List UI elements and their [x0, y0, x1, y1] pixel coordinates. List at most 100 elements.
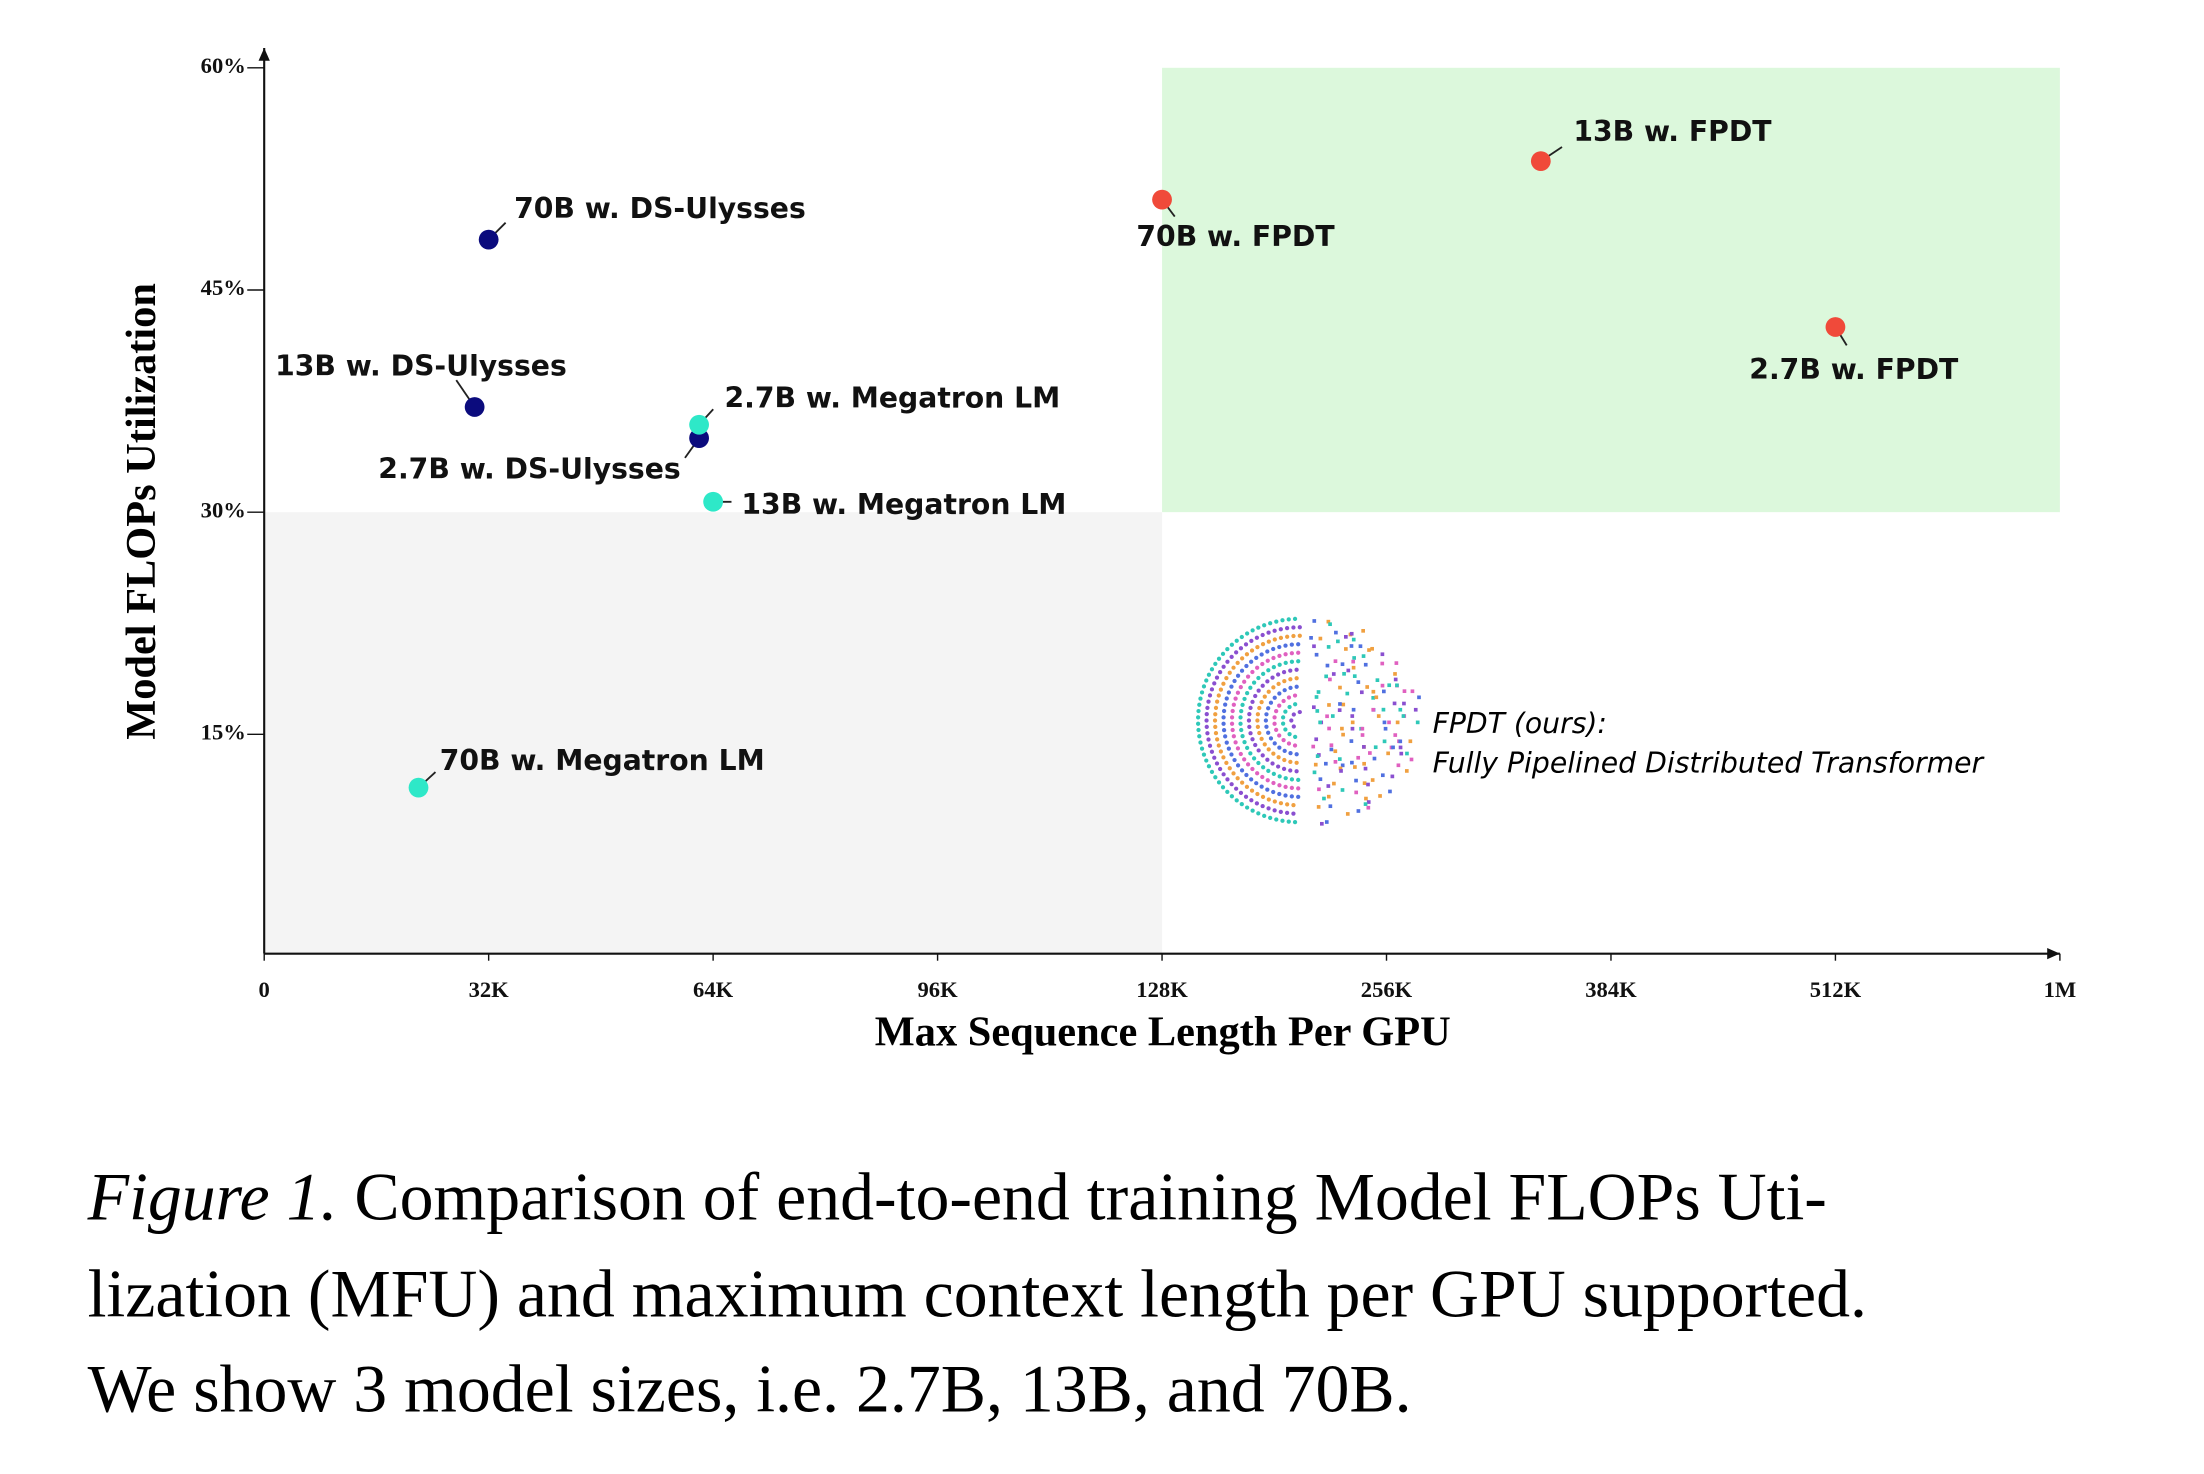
- logo-dot: [1274, 727, 1279, 733]
- logo-dot: [1233, 696, 1238, 701]
- logo-dot: [1280, 618, 1285, 623]
- logo-dot: [1225, 659, 1230, 664]
- logo-dot: [1261, 671, 1266, 676]
- logo-dot: [1234, 638, 1239, 643]
- logo-dot: [1265, 778, 1270, 783]
- point: [408, 777, 429, 798]
- logo-dot: [1260, 803, 1265, 809]
- logo-dot: [1214, 675, 1220, 680]
- logo-dot: [1282, 678, 1287, 684]
- logo-dot: [1375, 678, 1380, 682]
- logo-dot: [1337, 757, 1342, 761]
- logo-dot: [1294, 667, 1299, 672]
- logo-dot: [1277, 644, 1282, 650]
- point-label: 13B w. Megatron LM: [741, 488, 1066, 521]
- caption-line: We show 3 model sizes, i.e. 2.7B, 13B, a…: [88, 1351, 1412, 1426]
- x-tick-label: 96K: [917, 977, 958, 1002]
- logo-dot: [1288, 677, 1293, 682]
- logo-dot: [1329, 747, 1334, 752]
- logo-dot: [1356, 755, 1361, 760]
- logo-dot: [1294, 752, 1299, 757]
- logo-dot: [1329, 743, 1334, 748]
- logo-dot: [1364, 796, 1368, 801]
- logo-dot: [1294, 684, 1299, 689]
- logo-dot: [1285, 802, 1290, 807]
- logo-dot: [1226, 690, 1231, 695]
- caption-line: lization (MFU) and maximum context lengt…: [88, 1257, 1867, 1332]
- logo-dot: [1324, 761, 1328, 766]
- logo-dot: [1221, 721, 1226, 726]
- logo-dot: [1370, 778, 1375, 782]
- logo-dot: [1367, 648, 1371, 652]
- logo-dot: [1250, 669, 1255, 675]
- logo-dot: [1278, 809, 1283, 814]
- logo-dot: [1247, 712, 1252, 717]
- x-axis-title: Max Sequence Length Per GPU: [875, 1008, 1451, 1055]
- logo-dot: [1393, 677, 1398, 682]
- logo-dot: [1239, 768, 1245, 773]
- logo-dot: [1282, 757, 1287, 763]
- logo-dot: [1259, 784, 1264, 789]
- logo-dot: [1395, 720, 1400, 725]
- logo-dot: [1274, 817, 1279, 822]
- logo-dot: [1206, 672, 1212, 677]
- logo-dot: [1272, 637, 1277, 642]
- logo-dot: [1283, 660, 1288, 666]
- logo-dot: [1287, 731, 1292, 737]
- logo-dot: [1204, 712, 1209, 717]
- y-tick-label: 45%: [201, 275, 246, 300]
- logo-dot: [1296, 650, 1301, 655]
- logo-dot: [1215, 737, 1220, 742]
- logo-dot: [1283, 776, 1288, 781]
- logo-dot: [1340, 788, 1345, 792]
- logo-dot: [1410, 689, 1415, 694]
- y-tick-label: 30%: [201, 497, 246, 522]
- logo-dot: [1322, 796, 1326, 801]
- logo-dot: [1361, 628, 1365, 633]
- logo-dot: [1271, 789, 1276, 795]
- logo-dot: [1331, 672, 1336, 676]
- logo-dot: [1268, 700, 1274, 705]
- annotation: FPDT (ours):: [1433, 707, 1607, 740]
- logo-dot: [1399, 751, 1404, 756]
- logo-dot: [1270, 761, 1275, 766]
- logo-dot: [1212, 755, 1217, 760]
- logo-dot: [1350, 714, 1355, 718]
- logo-dot: [1382, 689, 1386, 694]
- logo-dot: [1326, 619, 1331, 624]
- logo-dot: [1289, 718, 1294, 723]
- logo-dot: [1230, 727, 1235, 733]
- logo-dot: [1292, 820, 1298, 825]
- logo-dot: [1296, 794, 1301, 799]
- logo-dot: [1312, 619, 1317, 623]
- logo-dot: [1221, 681, 1226, 686]
- logo-dot: [1272, 695, 1277, 700]
- point-label: 70B w. FPDT: [1136, 220, 1335, 253]
- logo-dot: [1360, 733, 1365, 737]
- logo-dot: [1345, 812, 1350, 816]
- logo-dot: [1204, 678, 1209, 683]
- logo-dot: [1216, 656, 1222, 661]
- x-tick-label: 256K: [1361, 977, 1413, 1002]
- logo-dot: [1311, 744, 1316, 749]
- logo-dot: [1291, 811, 1296, 816]
- logo-dot: [1232, 757, 1237, 763]
- logo-dot: [1266, 747, 1271, 752]
- logo-dot: [1289, 794, 1294, 799]
- logo-dot: [1338, 702, 1342, 706]
- logo-dot: [1245, 674, 1251, 679]
- logo-dot: [1259, 652, 1264, 657]
- logo-dot: [1314, 737, 1319, 742]
- logo-dot: [1196, 721, 1201, 726]
- point-label: 2.7B w. FPDT: [1749, 353, 1959, 386]
- logo-dot: [1328, 622, 1332, 627]
- logo-dot: [1201, 752, 1207, 757]
- logo-dot: [1281, 670, 1287, 675]
- logo-dot: [1224, 760, 1229, 766]
- logo-dot: [1235, 690, 1241, 695]
- logo-dot: [1391, 745, 1395, 750]
- logo-dot: [1214, 761, 1220, 766]
- logo-dot: [1288, 759, 1293, 764]
- logo-dot: [1255, 771, 1260, 776]
- logo-dot: [1296, 786, 1301, 791]
